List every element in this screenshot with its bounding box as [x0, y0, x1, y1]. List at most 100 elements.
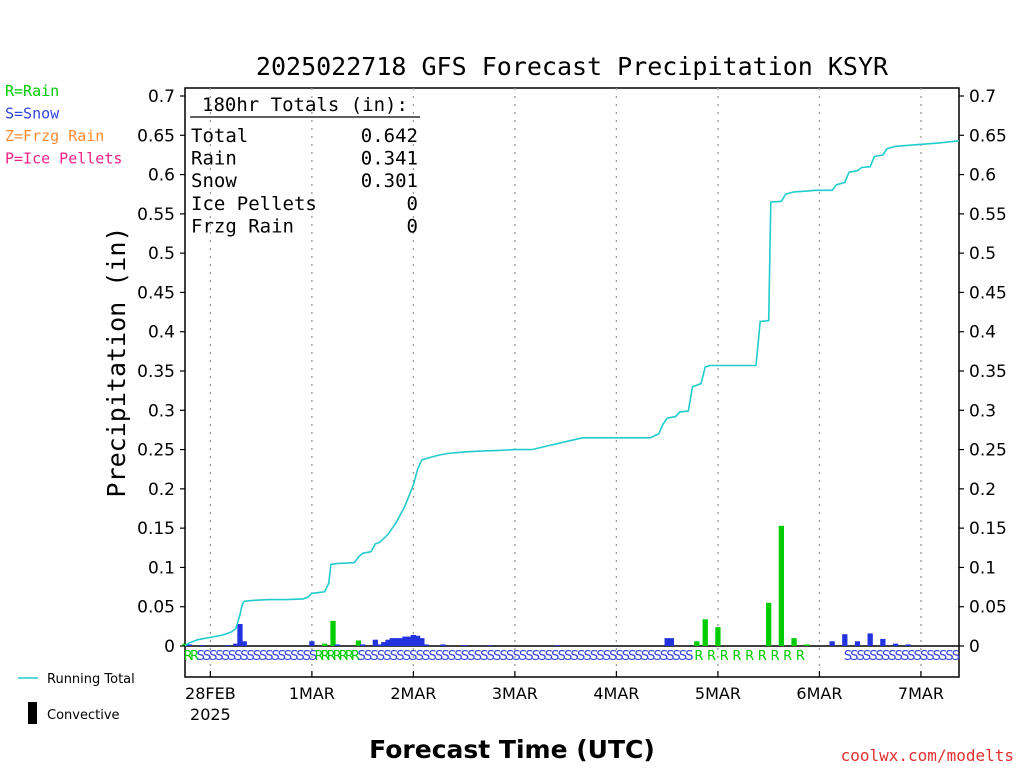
y-tick-label: 0.7 [148, 87, 175, 107]
totals-value: 0.341 [361, 148, 418, 170]
snow-bar [359, 644, 366, 646]
rain-bar [766, 602, 772, 646]
ptype-letter: S [197, 649, 205, 664]
ptype-letter: S [278, 649, 286, 664]
x-tick-label: 2MAR [390, 684, 436, 703]
totals-value: 0.642 [361, 125, 418, 147]
y-tick-label: 0.1 [148, 558, 175, 578]
y-tick-label-right: 0 [969, 637, 980, 657]
ptype-legend-item: Z=Frzg Rain [5, 127, 104, 145]
totals-value: 0 [407, 215, 418, 237]
y-tick-label: 0.5 [148, 244, 175, 264]
ptype-letter: S [203, 649, 211, 664]
y-tick-label-right: 0.65 [969, 126, 1007, 146]
y-tick-label: 0.65 [137, 126, 175, 146]
y-tick-label: 0.6 [148, 166, 175, 186]
ptype-letter: R [758, 649, 767, 664]
y-tick-label: 0.4 [148, 323, 175, 343]
rain-bar [321, 643, 328, 646]
rain-bar [182, 643, 188, 646]
x-tick-sublabel: 2025 [190, 705, 231, 724]
ptype-letter: S [487, 649, 495, 664]
ptype-letter: S [609, 649, 617, 664]
ptype-letter: R [796, 649, 805, 664]
x-tick-label: 4MAR [593, 684, 639, 703]
totals-label: Ice Pellets [191, 193, 317, 215]
ptype-letter: S [603, 649, 611, 664]
ptype-letter: S [850, 649, 858, 664]
ptype-letter: R [184, 649, 193, 664]
ptype-letter: S [222, 649, 230, 664]
totals-value: 0.301 [361, 170, 418, 192]
ptype-letter: S [403, 649, 411, 664]
snow-bar [389, 638, 395, 646]
y-tick-label-right: 0.6 [969, 166, 996, 186]
ptype-letter: S [882, 649, 890, 664]
ptype-letter: R [315, 649, 324, 664]
ptype-letter: S [538, 649, 546, 664]
ptype-letter: S [396, 649, 404, 664]
y-tick-label-right: 0.55 [969, 205, 1007, 225]
ptype-letter: S [253, 649, 261, 664]
ptype-letter: S [512, 649, 520, 664]
rain-bar [778, 525, 785, 646]
ptype-letter: S [209, 649, 217, 664]
ptype-letter: S [383, 649, 391, 664]
snow-bar [376, 644, 383, 646]
series-legend: Running Total Convective [18, 672, 135, 724]
ptype-letter: S [895, 649, 903, 664]
snow-bar [334, 644, 340, 646]
snow-bar [664, 638, 670, 646]
y-tick-label-right: 0.4 [969, 323, 996, 343]
ptype-letter: R [694, 649, 703, 664]
snow-bar [880, 638, 886, 646]
ptype-letter: S [416, 649, 424, 664]
vertical-gridlines [209, 88, 922, 677]
ptype-letter: R [327, 649, 336, 664]
totals-heading: 180hr Totals (in): [202, 94, 408, 116]
ptype-letter: S [309, 649, 317, 664]
ptype-letter: S [857, 649, 865, 664]
rain-bar [791, 638, 797, 646]
y-axis-right: 0 0.05 0.1 0.15 0.2 0.25 0.3 0.35 0.4 0.45 0.5 0.55… [959, 87, 1007, 657]
ptype-letter: S [519, 649, 527, 664]
snow-bar [486, 645, 493, 646]
ptype-legend-item: S=Snow [5, 105, 60, 123]
chart-title: 2025022718 GFS Forecast Precipitation KS… [256, 52, 889, 81]
ptype-legend-item: P=Ice Pellets [5, 150, 122, 168]
y-tick-label-right: 0.15 [969, 519, 1007, 539]
ptype-letter: S [945, 649, 953, 664]
x-tick-label: 5MAR [695, 684, 741, 703]
totals-label: Total [191, 125, 248, 147]
ptype-letter: S [933, 649, 941, 664]
ptype-letter: S [654, 649, 662, 664]
ptype-letter: S [429, 649, 437, 664]
ptype-letter: R [783, 649, 792, 664]
ptype-letter: S [622, 649, 630, 664]
ptype-letter: S [564, 649, 572, 664]
snow-bar [233, 643, 239, 646]
ptype-letter: S [660, 649, 668, 664]
snow-bar [406, 636, 412, 646]
ptype-letter: S [863, 649, 871, 664]
x-tick-label: 7MAR [898, 684, 944, 703]
ptype-letter: R [190, 649, 199, 664]
rain-bar [702, 619, 708, 646]
y-tick-label: 0.35 [137, 362, 175, 382]
running-total-path [184, 140, 960, 647]
ptype-letter: S [480, 649, 488, 664]
ptype-letter: S [228, 649, 236, 664]
y-tick-label-right: 0.7 [969, 87, 996, 107]
y-tick-label-right: 0.2 [969, 480, 996, 500]
ptype-letter: S [271, 649, 279, 664]
snow-bar [410, 635, 417, 646]
totals-label: Frzg Rain [191, 215, 294, 237]
ptype-letter: S [545, 649, 553, 664]
snow-bar [423, 644, 429, 646]
snow-bar [199, 645, 205, 646]
ptype-letter: S [422, 649, 430, 664]
y-tick-label: 0 [164, 637, 175, 657]
ptype-letter: S [615, 649, 623, 664]
ptype-strip: RRSSSSSSSSSSSSSSSSSSSRRRRRRRSSSSSSSSSSSS… [184, 649, 960, 664]
